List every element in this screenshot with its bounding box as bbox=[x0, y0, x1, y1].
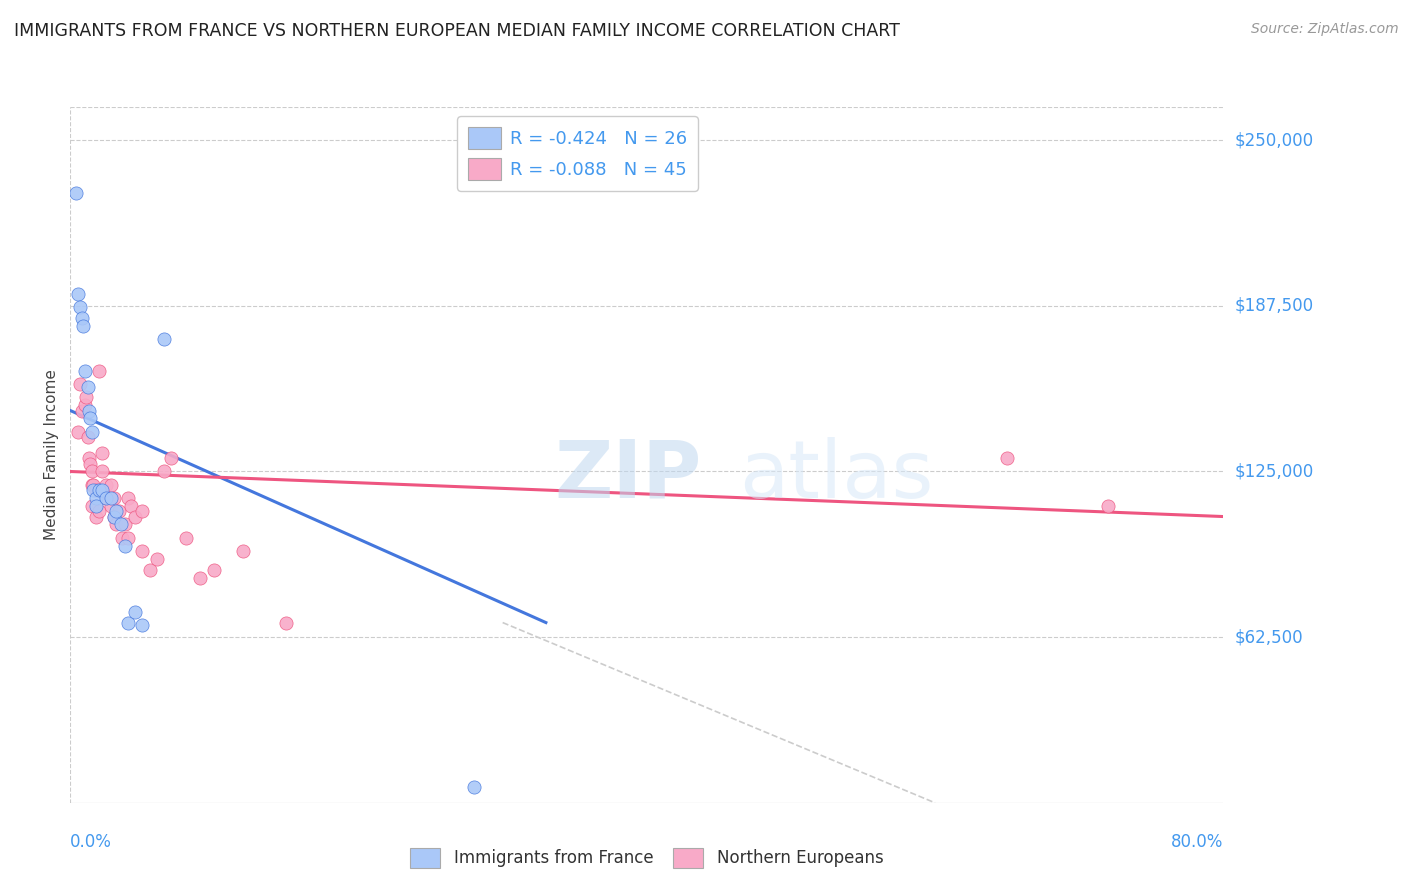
Point bbox=[463, 780, 485, 794]
Point bbox=[110, 517, 132, 532]
Point bbox=[124, 509, 146, 524]
Text: $125,000: $125,000 bbox=[1234, 462, 1313, 481]
Point bbox=[87, 364, 111, 378]
Point bbox=[111, 531, 134, 545]
Point bbox=[117, 531, 139, 545]
Point bbox=[103, 491, 125, 505]
Point bbox=[108, 504, 131, 518]
Point bbox=[138, 563, 160, 577]
Point bbox=[100, 477, 122, 491]
Point bbox=[117, 491, 139, 505]
Point bbox=[91, 465, 114, 479]
Text: 80.0%: 80.0% bbox=[1171, 833, 1223, 851]
Point bbox=[76, 379, 98, 393]
Text: $62,500: $62,500 bbox=[1234, 628, 1303, 646]
Point bbox=[84, 491, 107, 505]
Point bbox=[276, 615, 298, 630]
Point bbox=[103, 509, 125, 524]
Text: atlas: atlas bbox=[740, 437, 934, 515]
Point bbox=[79, 457, 101, 471]
Y-axis label: Median Family Income: Median Family Income bbox=[44, 369, 59, 541]
Text: Source: ZipAtlas.com: Source: ZipAtlas.com bbox=[1251, 22, 1399, 37]
Point bbox=[120, 499, 142, 513]
Point bbox=[66, 286, 89, 301]
Point bbox=[204, 563, 226, 577]
Point bbox=[117, 615, 139, 630]
Point bbox=[66, 425, 89, 439]
Point bbox=[153, 332, 176, 346]
Point bbox=[69, 300, 91, 314]
Text: ZIP: ZIP bbox=[554, 437, 702, 515]
Point bbox=[96, 491, 118, 505]
Point bbox=[160, 451, 183, 466]
Point bbox=[87, 483, 111, 497]
Point bbox=[80, 425, 103, 439]
Point bbox=[91, 446, 114, 460]
Point bbox=[84, 499, 107, 513]
Point bbox=[70, 403, 93, 417]
Point bbox=[232, 544, 254, 558]
Point bbox=[146, 552, 169, 566]
Point bbox=[70, 310, 93, 325]
Point bbox=[72, 318, 94, 333]
Point bbox=[131, 544, 153, 558]
Point bbox=[96, 491, 118, 505]
Point bbox=[75, 390, 97, 404]
Point bbox=[100, 491, 122, 505]
Point bbox=[87, 504, 111, 518]
Point bbox=[82, 477, 104, 491]
Point bbox=[103, 509, 125, 524]
Point bbox=[114, 539, 136, 553]
Legend: R = -0.424   N = 26, R = -0.088   N = 45: R = -0.424 N = 26, R = -0.088 N = 45 bbox=[457, 116, 697, 191]
Point bbox=[96, 477, 118, 491]
Legend: Immigrants from France, Northern Europeans: Immigrants from France, Northern Europea… bbox=[404, 841, 890, 875]
Point bbox=[80, 477, 103, 491]
Point bbox=[82, 483, 104, 497]
Point bbox=[1097, 499, 1119, 513]
Point bbox=[76, 430, 98, 444]
Point bbox=[105, 504, 128, 518]
Point bbox=[105, 517, 128, 532]
Text: $250,000: $250,000 bbox=[1234, 131, 1313, 149]
Point bbox=[84, 483, 107, 497]
Point bbox=[77, 403, 100, 417]
Text: IMMIGRANTS FROM FRANCE VS NORTHERN EUROPEAN MEDIAN FAMILY INCOME CORRELATION CHA: IMMIGRANTS FROM FRANCE VS NORTHERN EUROP… bbox=[14, 22, 900, 40]
Point bbox=[73, 364, 96, 378]
Point bbox=[114, 517, 136, 532]
Point bbox=[69, 377, 91, 392]
Point bbox=[73, 398, 96, 412]
Point bbox=[79, 411, 101, 425]
Text: $187,500: $187,500 bbox=[1234, 297, 1313, 315]
Point bbox=[131, 504, 153, 518]
Point bbox=[100, 499, 122, 513]
Point bbox=[174, 531, 197, 545]
Point bbox=[995, 451, 1018, 466]
Text: 0.0%: 0.0% bbox=[70, 833, 112, 851]
Point bbox=[124, 605, 146, 619]
Point bbox=[84, 509, 107, 524]
Point bbox=[131, 618, 153, 632]
Point bbox=[91, 483, 114, 497]
Point bbox=[65, 186, 87, 201]
Point bbox=[153, 465, 176, 479]
Point bbox=[80, 465, 103, 479]
Point bbox=[77, 451, 100, 466]
Point bbox=[80, 499, 103, 513]
Point bbox=[188, 570, 211, 584]
